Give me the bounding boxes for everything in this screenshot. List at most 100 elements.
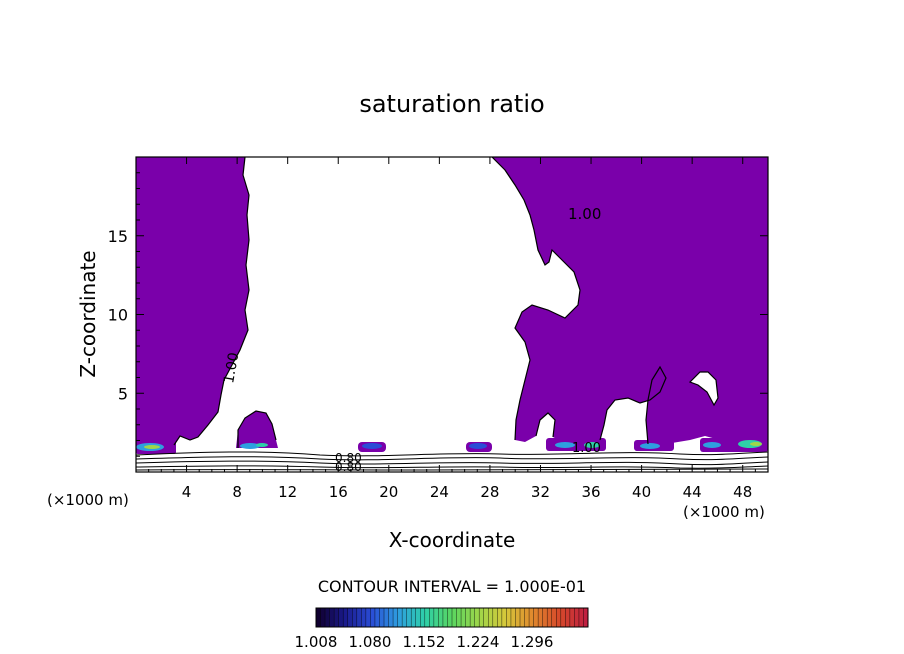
colorbar-strip <box>556 608 562 627</box>
colorbar-strip <box>347 608 353 627</box>
colorbar-strip <box>433 608 439 627</box>
y-axis-label: Z-coordinate <box>76 250 100 377</box>
colorbar-strip <box>465 608 471 627</box>
chart-title: saturation ratio <box>359 90 544 118</box>
colorbar-strip <box>365 608 371 627</box>
colorbar-strip <box>533 608 539 627</box>
colorbar-strip <box>520 608 525 627</box>
colorbar-strip <box>406 608 412 627</box>
cloud-bump-left <box>236 411 278 448</box>
colorbar-strip <box>325 608 330 627</box>
x-tick-label: 40 <box>632 483 651 501</box>
colorbar-strip <box>492 608 498 627</box>
x-tick-label: 48 <box>733 483 752 501</box>
x-tick-label: 32 <box>531 483 550 501</box>
colorbar <box>315 608 589 627</box>
colorbar-strip <box>497 608 503 627</box>
colorbar-frame <box>315 607 589 628</box>
plot-area <box>136 157 768 472</box>
colorbar-strip <box>316 608 321 627</box>
colorbar-strip <box>415 608 421 627</box>
colorbar-strip <box>393 608 398 627</box>
colorbar-strip <box>402 608 407 627</box>
y-tick-label: 15 <box>108 227 128 246</box>
x-axis: 4 8 12 16 20 24 28 32 36 40 44 48 <box>148 157 756 501</box>
high-value-patches <box>136 440 762 451</box>
contour-label: 1.00 <box>568 205 601 223</box>
x-tick-label: 28 <box>480 483 499 501</box>
colorbar-strip <box>569 608 575 627</box>
colorbar-strip <box>456 608 462 627</box>
colorbar-strip <box>524 608 530 627</box>
subsaturated-hole <box>690 372 718 405</box>
y-tick-label: 10 <box>108 306 128 325</box>
colorbar-strip <box>578 608 584 627</box>
x-axis-label: X-coordinate <box>389 528 516 552</box>
colorbar-labels: 1.008 1.080 1.152 1.224 1.296 <box>295 633 554 651</box>
colorbar-strip <box>488 608 494 627</box>
colorbar-strip <box>470 608 475 627</box>
colorbar-strip <box>429 608 435 627</box>
colorbar-strip <box>461 608 466 627</box>
colorbar-strip <box>424 608 430 627</box>
contour-label: 0.80 <box>335 451 362 465</box>
colorbar-strip <box>442 608 448 627</box>
colorbar-strip <box>338 608 344 627</box>
colorbar-strip <box>320 608 326 627</box>
colorbar-strip <box>565 608 571 627</box>
x-tick-label: 4 <box>182 483 192 501</box>
contour-interval-text: CONTOUR INTERVAL = 1.000E-01 <box>318 577 586 596</box>
contour-label: 1.00 <box>221 351 242 384</box>
colorbar-tick-label: 1.080 <box>349 633 392 651</box>
supersaturated-region-left <box>136 157 249 452</box>
colorbar-strip <box>388 608 394 627</box>
colorbar-strip <box>397 608 403 627</box>
colorbar-strip <box>374 608 380 627</box>
colorbar-strip <box>560 608 566 627</box>
colorbar-strip <box>547 608 553 627</box>
colorbar-strip <box>452 608 457 627</box>
y-tick-label: 5 <box>118 384 128 403</box>
x-tick-label: 36 <box>581 483 600 501</box>
contour-label: 0.80 <box>335 460 362 474</box>
colorbar-strip <box>447 608 453 627</box>
colorbar-strip <box>538 608 543 627</box>
colorbar-strip <box>551 608 557 627</box>
colorbar-strip <box>370 608 376 627</box>
colorbar-strip <box>334 608 339 627</box>
contour-labels: 1.00 1.00 1.00 0.80 0.80 <box>221 205 601 474</box>
colorbar-strip <box>542 608 548 627</box>
colorbar-strip <box>352 608 358 627</box>
contour-outlines <box>173 157 719 448</box>
colorbar-tick-label: 1.296 <box>511 633 554 651</box>
colorbar-strip <box>343 608 349 627</box>
colorbar-tick-label: 1.224 <box>457 633 500 651</box>
colorbar-strip <box>361 608 367 627</box>
colorbar-strip <box>529 608 534 627</box>
colorbar-strip <box>384 608 389 627</box>
x-tick-label: 20 <box>379 483 398 501</box>
y-axis: 5 10 15 <box>108 172 768 457</box>
colorbar-strip <box>479 608 485 627</box>
colorbar-strip <box>515 608 521 627</box>
colorbar-strip <box>506 608 512 627</box>
colorbar-tick-label: 1.152 <box>403 633 446 651</box>
colorbar-strip <box>420 608 426 627</box>
colorbar-strip <box>356 608 362 627</box>
contour-label: 1.00 <box>572 441 601 456</box>
colorbar-strip <box>483 608 489 627</box>
colorbar-strip <box>510 608 516 627</box>
x-tick-label: 8 <box>232 483 242 501</box>
x-tick-label: 44 <box>683 483 702 501</box>
colorbar-tick-label: 1.008 <box>295 633 338 651</box>
x-tick-label: 24 <box>430 483 449 501</box>
colorbar-strip <box>474 608 480 627</box>
x-tick-label: 12 <box>278 483 297 501</box>
colorbar-strip <box>438 608 444 627</box>
x-unit-label-left: (×1000 m) <box>47 491 129 509</box>
x-tick-label: 16 <box>329 483 348 501</box>
colorbar-strip <box>411 608 417 627</box>
colorbar-strip <box>583 608 589 627</box>
colorbar-strip <box>329 608 335 627</box>
